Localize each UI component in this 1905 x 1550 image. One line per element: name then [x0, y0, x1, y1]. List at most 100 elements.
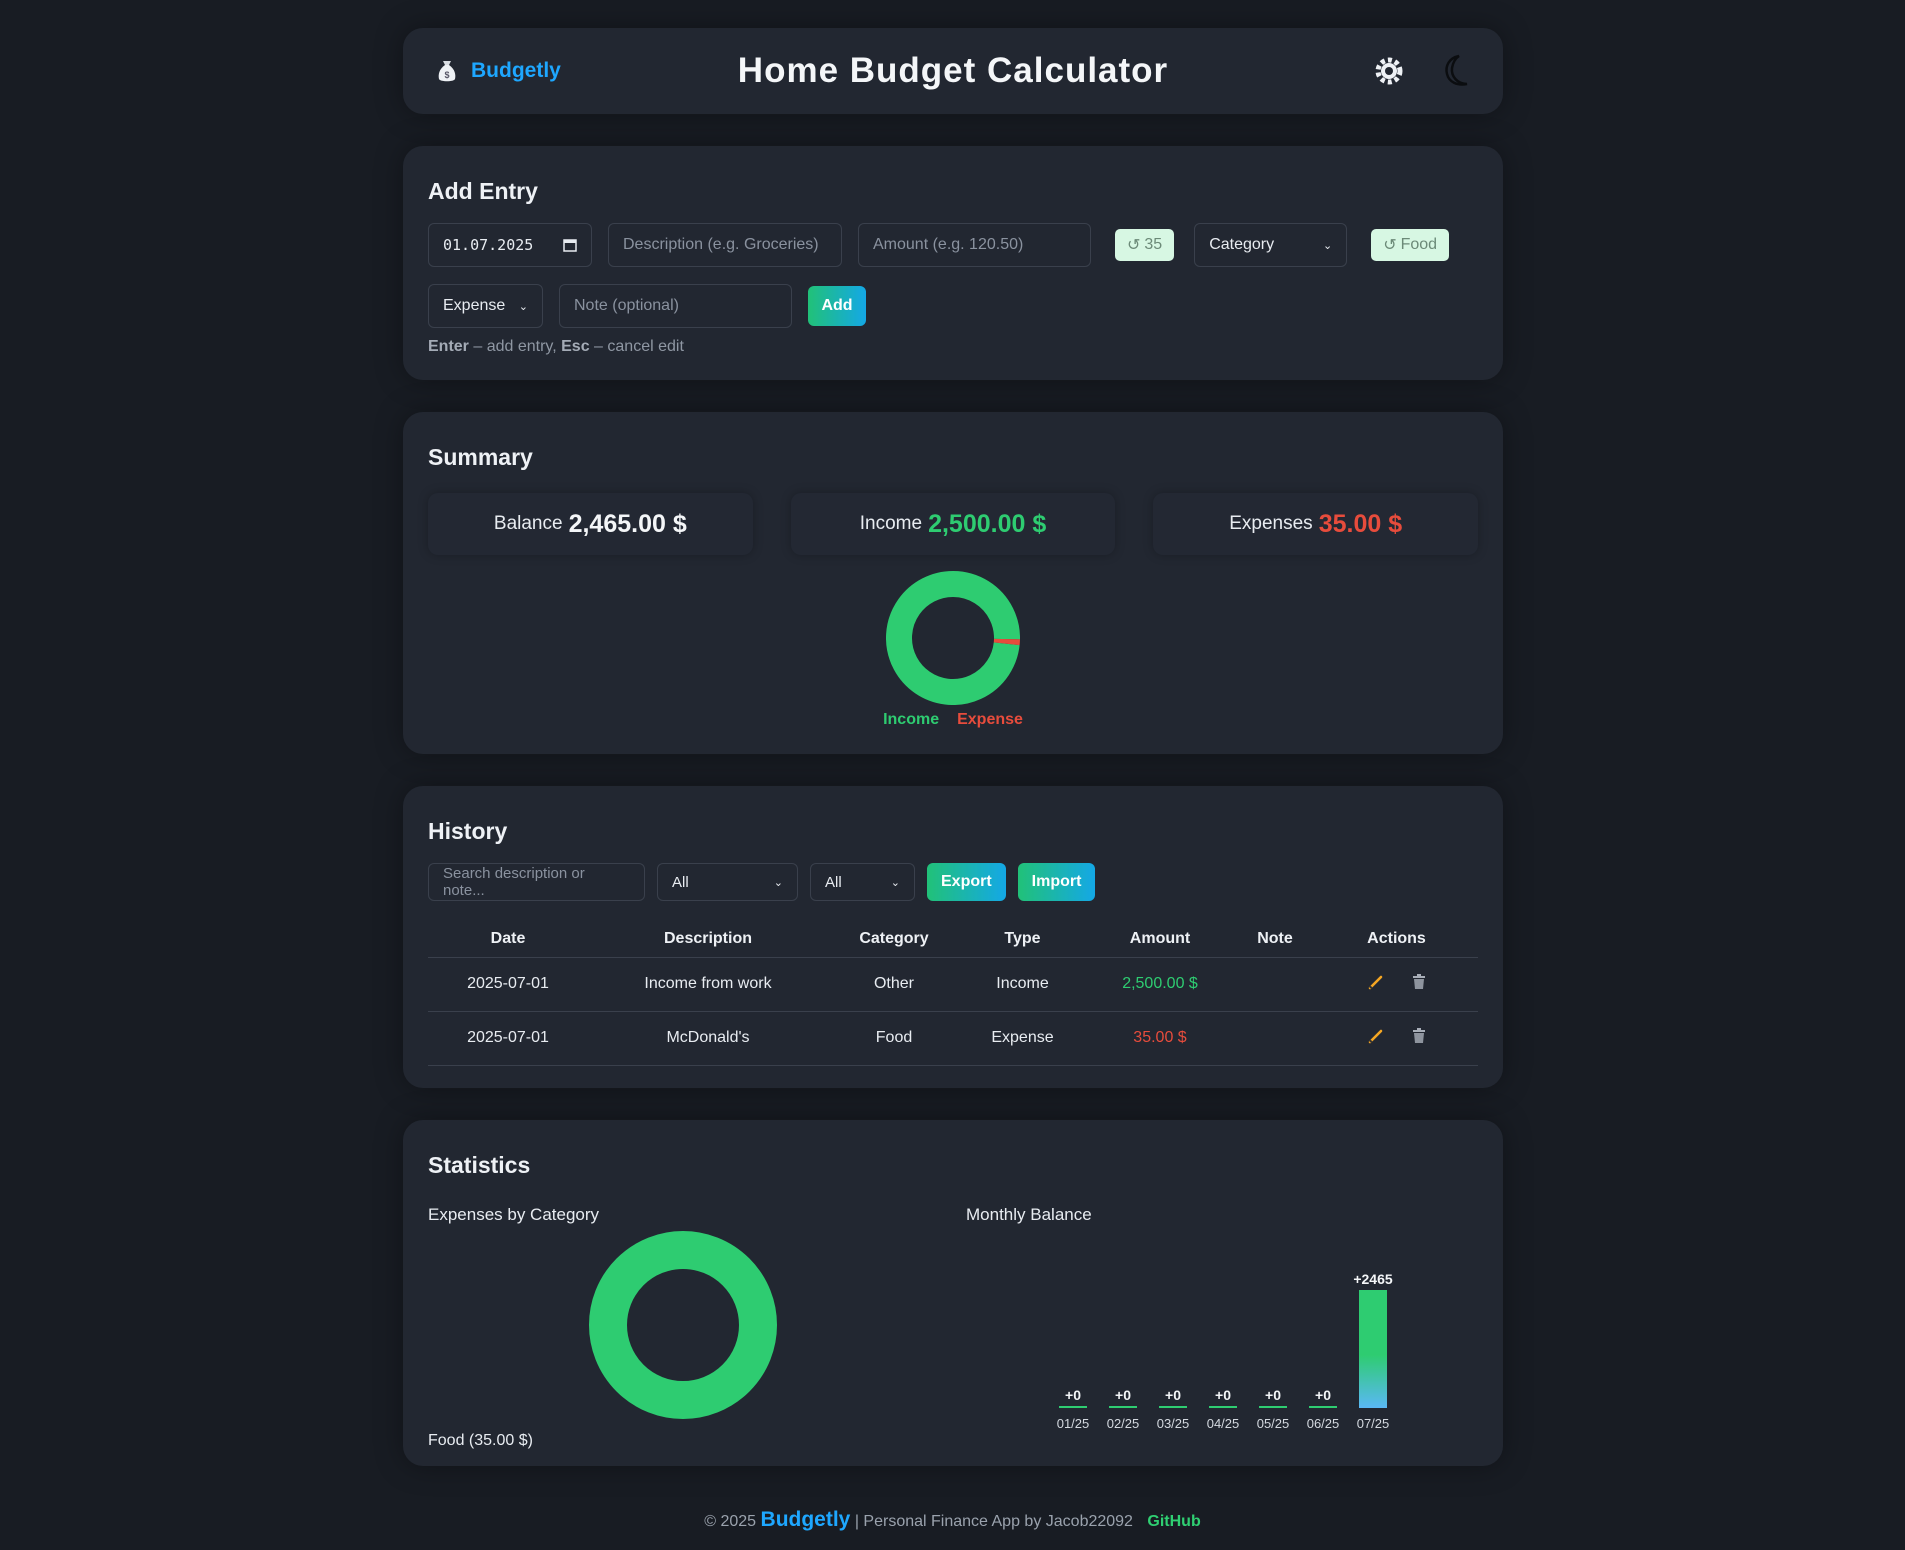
footer: © 2025 Budgetly | Personal Finance App b…	[0, 1508, 1905, 1532]
add-button[interactable]: Add	[808, 286, 866, 326]
bar	[1209, 1406, 1237, 1408]
refresh-icon: ↺	[1383, 237, 1397, 254]
x-tick-label: 04/25	[1207, 1416, 1240, 1431]
filter-value: All	[672, 873, 689, 891]
amount-chip-label: 35	[1144, 236, 1163, 253]
amount-input[interactable]: Amount (e.g. 120.50)	[858, 223, 1091, 267]
description-input[interactable]: Description (e.g. Groceries)	[608, 223, 842, 267]
keyboard-hint: Enter – add entry, Esc – cancel edit	[428, 338, 1478, 356]
bar	[1059, 1406, 1087, 1408]
cell-date: 2025-07-01	[428, 957, 588, 1012]
x-tick-label: 02/25	[1107, 1416, 1140, 1431]
legend-income: Income	[883, 711, 940, 728]
balance-box: Balance 2,465.00 $	[428, 493, 753, 555]
header-bar: $ Budgetly Home Budget Calculator	[403, 28, 1503, 114]
category-select[interactable]: Category ⌄	[1194, 223, 1348, 267]
legend-expense: Expense	[957, 711, 1023, 728]
hint-text: – add entry,	[473, 338, 557, 355]
x-tick-label: 05/25	[1257, 1416, 1290, 1431]
edit-pencil-icon[interactable]	[1367, 1027, 1385, 1045]
bar-value-label: +0	[1265, 1387, 1281, 1403]
filter-type-select[interactable]: All ⌄	[810, 863, 915, 901]
column-header[interactable]: Category	[828, 921, 960, 958]
amount-suggestion-chip[interactable]: ↺ 35	[1115, 229, 1175, 261]
calendar-icon[interactable]	[563, 238, 577, 252]
footer-brand: Budgetly	[760, 1508, 851, 1531]
type-select[interactable]: Expense ⌄	[428, 284, 543, 328]
bar-value-label: +0	[1115, 1387, 1131, 1403]
page-title: Home Budget Calculator	[737, 51, 1169, 90]
income-label: Income	[859, 513, 923, 534]
income-box: Income 2,500.00 $	[790, 493, 1116, 555]
filter-value: All	[825, 873, 842, 891]
export-button[interactable]: Export	[927, 863, 1006, 901]
income-expense-donut-chart	[886, 571, 1020, 705]
cell-type: Expense	[960, 1011, 1085, 1066]
expenses-box: Expenses 35.00 $	[1153, 493, 1479, 555]
category-suggestion-chip[interactable]: ↺ Food	[1371, 229, 1450, 261]
donut-slice	[589, 1231, 777, 1419]
column-header[interactable]: Amount	[1085, 921, 1235, 958]
expenses-by-category-chart	[589, 1231, 777, 1419]
add-entry-section: Add Entry 01.07.2025 Description (e.g. G…	[403, 146, 1503, 380]
cell-note	[1235, 1011, 1315, 1066]
history-section: History Search description or note... Al…	[403, 786, 1503, 1088]
bar	[1309, 1406, 1337, 1408]
cell-description: Income from work	[588, 957, 828, 1012]
column-header[interactable]: Type	[960, 921, 1085, 958]
brand[interactable]: $ Budgetly	[433, 57, 561, 85]
chevron-down-icon: ⌄	[518, 300, 528, 313]
monthly-balance-title: Monthly Balance	[966, 1205, 1092, 1224]
bar	[1159, 1406, 1187, 1408]
section-heading: Add Entry	[428, 178, 538, 204]
money-bag-icon: $	[438, 61, 456, 82]
import-button[interactable]: Import	[1017, 863, 1096, 901]
bar	[1109, 1406, 1137, 1408]
trash-icon[interactable]	[1411, 973, 1427, 991]
cell-category: Food	[828, 1011, 960, 1066]
cell-amount: 2,500.00 $	[1085, 957, 1235, 1012]
hint-key-enter: Enter	[428, 338, 469, 355]
svg-text:$: $	[444, 70, 449, 80]
chevron-down-icon: ⌄	[1322, 239, 1333, 252]
hint-text: – cancel edit	[594, 338, 684, 355]
cell-type: Income	[960, 957, 1085, 1012]
cell-description: McDonald's	[588, 1011, 828, 1066]
section-heading: Summary	[428, 444, 533, 470]
balance-value: 2,465.00 $	[568, 509, 687, 538]
expenses-by-category-title: Expenses by Category	[428, 1205, 600, 1224]
date-input[interactable]: 01.07.2025	[428, 223, 592, 267]
column-header[interactable]: Date	[428, 921, 588, 958]
type-select-value: Expense	[443, 297, 506, 314]
x-tick-label: 01/25	[1057, 1416, 1090, 1431]
chevron-down-icon: ⌄	[890, 876, 900, 889]
cell-actions	[1315, 957, 1478, 1012]
note-input[interactable]: Note (optional)	[559, 284, 792, 328]
section-heading: Statistics	[428, 1152, 531, 1178]
expenses-value: 35.00 $	[1318, 509, 1403, 538]
cell-amount: 35.00 $	[1085, 1011, 1235, 1066]
balance-label: Balance	[493, 513, 563, 534]
bar-value-label: +0	[1065, 1387, 1081, 1403]
date-value: 01.07.2025	[443, 236, 534, 254]
bar-value-label: +2465	[1353, 1271, 1393, 1287]
github-link[interactable]: GitHub	[1147, 1513, 1201, 1530]
edit-pencil-icon[interactable]	[1367, 973, 1385, 991]
filter-category-select[interactable]: All ⌄	[657, 863, 798, 901]
category-legend-label: Food (35.00 $)	[428, 1432, 533, 1449]
column-header[interactable]: Description	[588, 921, 828, 958]
settings-button[interactable]	[1371, 53, 1407, 89]
bar-value-label: +0	[1315, 1387, 1331, 1403]
bar-value-label: +0	[1165, 1387, 1181, 1403]
monthly-balance-chart: +0 01/25 +0 02/25 +0 03/25 +0 04/25 +0 05/25 +0 06/…	[1057, 1271, 1393, 1431]
theme-toggle-button[interactable]	[1437, 53, 1473, 89]
column-header: Actions	[1315, 921, 1478, 958]
footer-copyright: © 2025	[704, 1513, 757, 1530]
summary-section: Summary Balance 2,465.00 $ Income 2,500.…	[403, 412, 1503, 754]
table-header-row: Date Description Category Type Amount No…	[428, 921, 1478, 958]
column-header[interactable]: Note	[1235, 921, 1315, 958]
trash-icon[interactable]	[1411, 1027, 1427, 1045]
search-input[interactable]: Search description or note...	[428, 863, 645, 901]
bar-value-label: +0	[1215, 1387, 1231, 1403]
chevron-down-icon: ⌄	[773, 876, 783, 889]
